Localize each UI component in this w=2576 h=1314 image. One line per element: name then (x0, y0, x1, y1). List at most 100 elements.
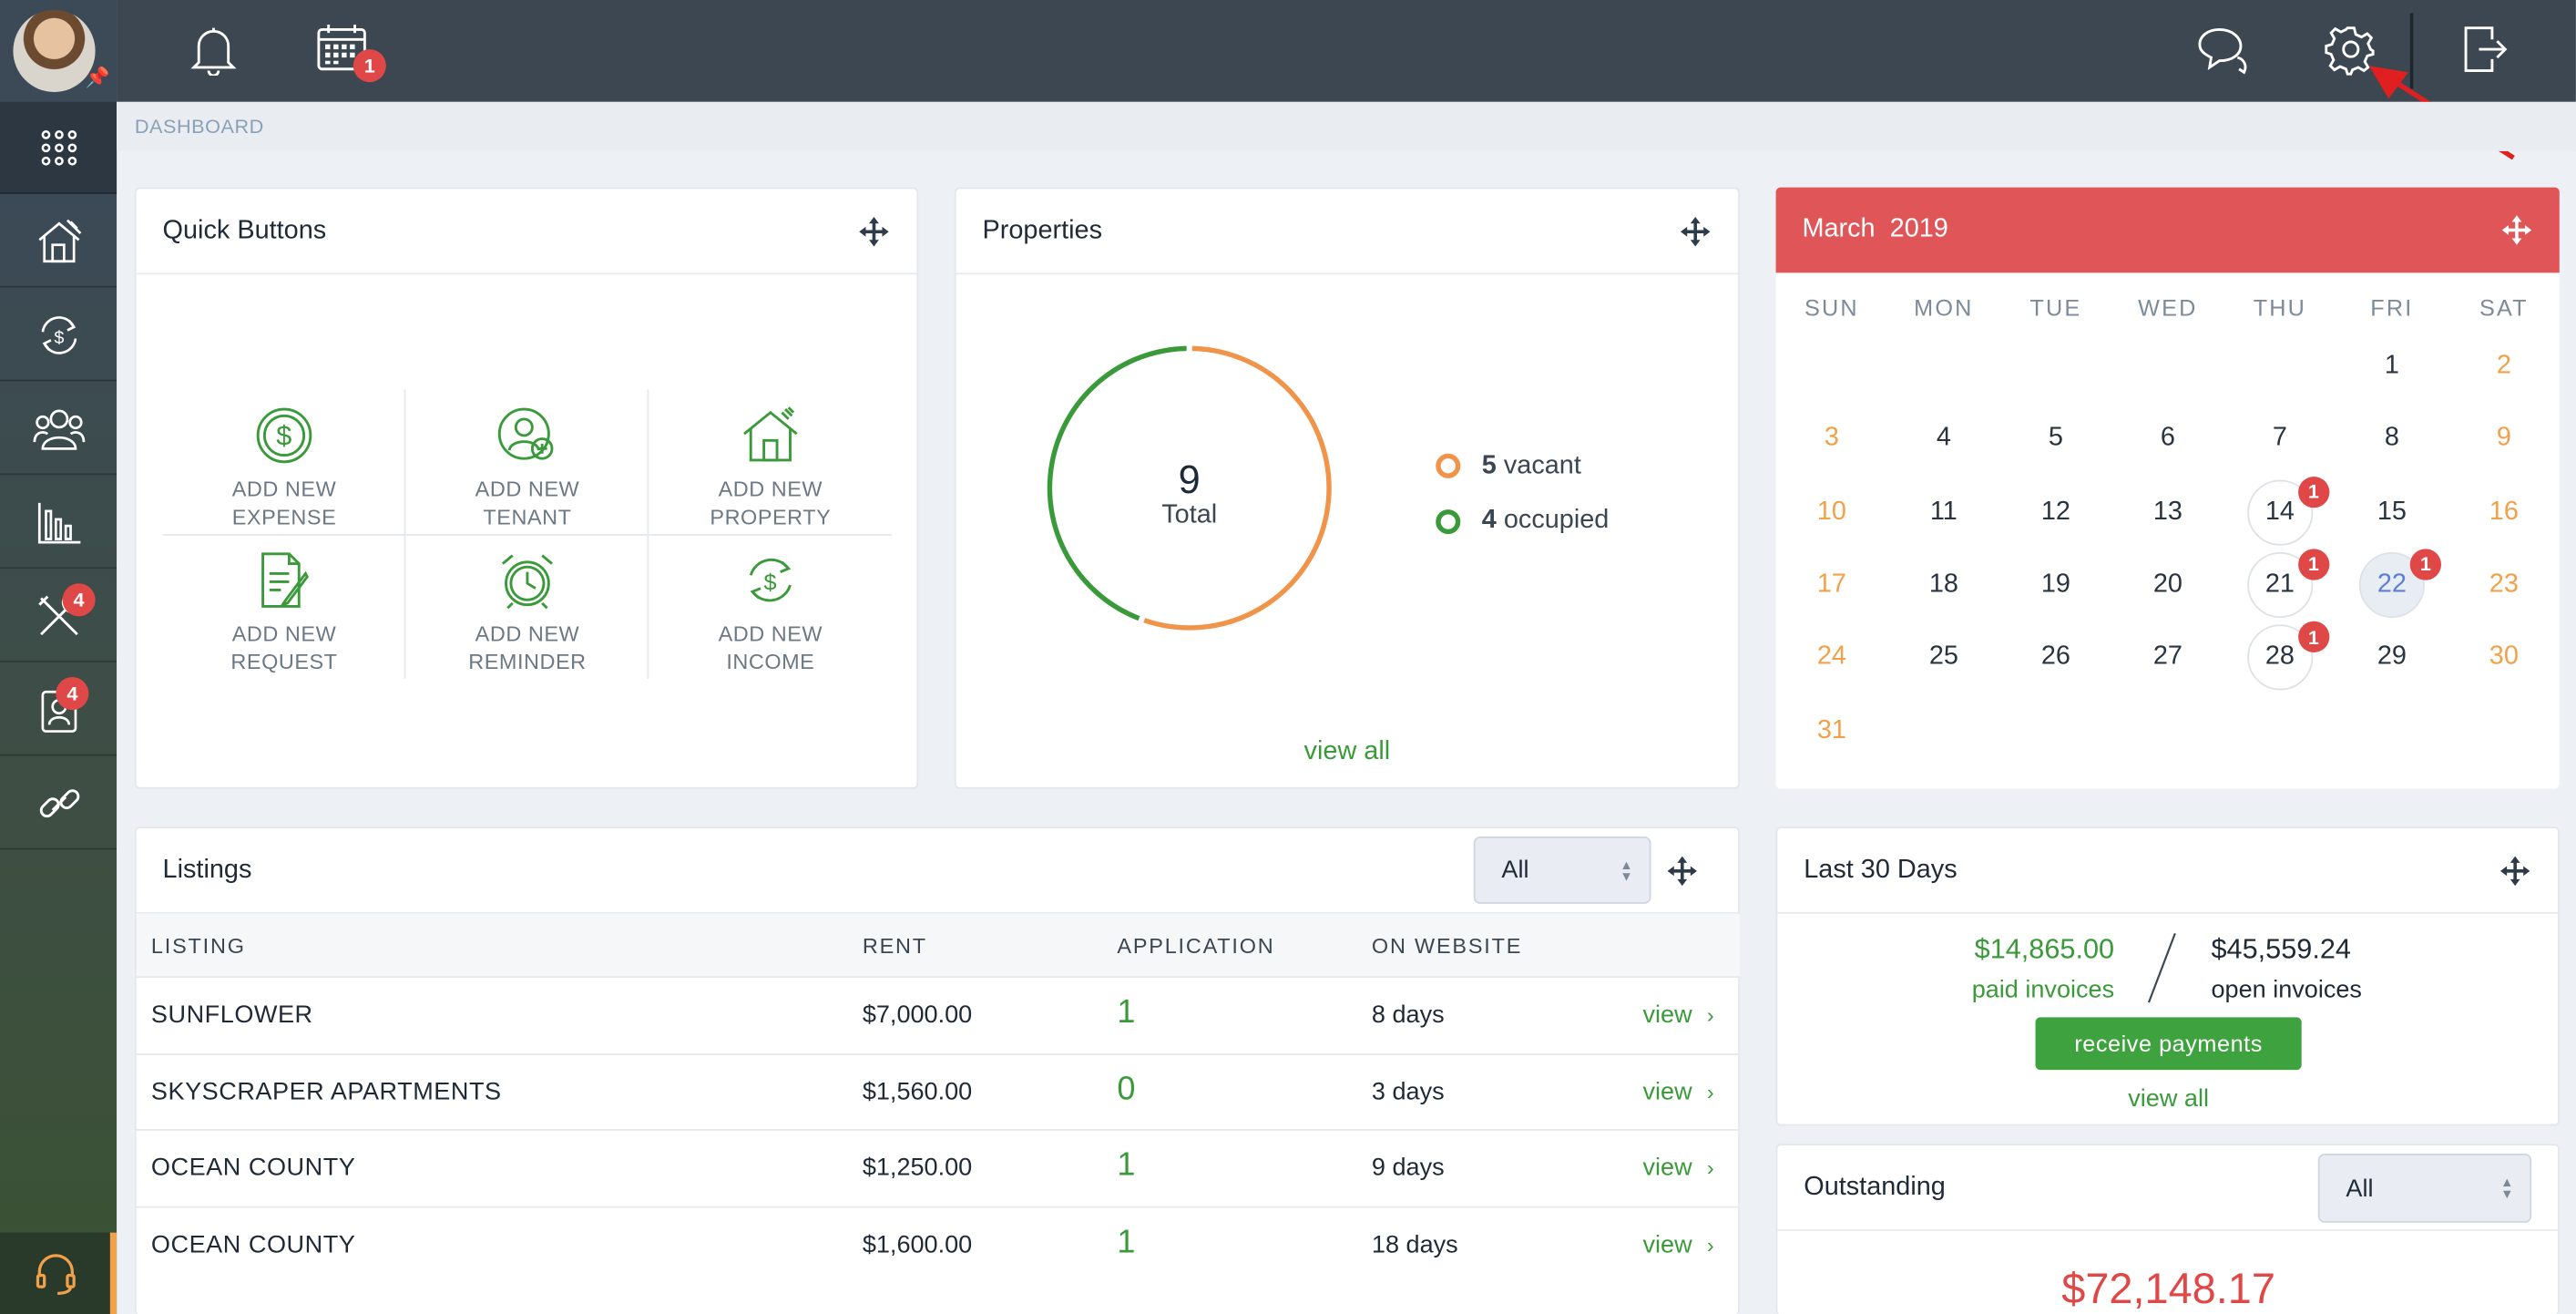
on-website-duration: 3 days (1371, 1077, 1445, 1105)
button-label: TENANT (483, 504, 572, 529)
calendar-day[interactable]: 6 (2160, 424, 2175, 453)
calendar-day[interactable]: 9 (2496, 424, 2511, 453)
application-count[interactable]: 1 (1117, 994, 1136, 1031)
calendar-day[interactable]: 20 (2152, 570, 2182, 599)
chevron-right-icon[interactable]: › (1706, 1231, 1714, 1257)
svg-text:$: $ (764, 570, 778, 595)
application-count[interactable]: 1 (1117, 1146, 1136, 1184)
event-badge: 1 (2409, 549, 2442, 580)
people-icon[interactable] (0, 383, 118, 476)
add-expense-button[interactable]: $ ADD NEW EXPENSE (163, 403, 406, 531)
add-reminder-button[interactable]: ADD NEW REMINDER (405, 548, 649, 676)
support-icon[interactable] (0, 1232, 118, 1314)
pin-icon[interactable]: 📌 (85, 66, 110, 89)
calendar-day[interactable]: 4 (1936, 424, 1951, 453)
view-link[interactable]: view (1642, 1001, 1692, 1029)
outstanding-filter-select[interactable]: All ▲ ▼ (2317, 1154, 2532, 1223)
calendar-day[interactable]: 5 (2048, 424, 2063, 453)
calendar-day[interactable]: 15 (2377, 497, 2407, 526)
chevron-right-icon[interactable]: › (1706, 1155, 1714, 1180)
user-avatar[interactable] (13, 9, 96, 92)
chat-icon[interactable] (2196, 23, 2249, 84)
calendar-day[interactable]: 2 (2496, 351, 2511, 380)
links-icon[interactable] (0, 757, 118, 850)
calendar-day[interactable]: 26 (2040, 642, 2070, 672)
gear-icon[interactable] (2325, 23, 2377, 84)
view-all-link[interactable]: view all (1303, 737, 1391, 766)
add-income-button[interactable]: $ ADD NEW INCOME (649, 548, 892, 676)
listing-name[interactable]: OCEAN COUNTY (150, 1229, 356, 1258)
chevron-right-icon[interactable]: › (1706, 1002, 1714, 1028)
calendar-day[interactable]: 3 (1824, 424, 1839, 453)
column-header[interactable]: RENT (862, 933, 927, 959)
calendar-day[interactable]: 27 (2152, 642, 2182, 672)
calendar-day[interactable]: 25 (1928, 642, 1958, 672)
calendar-day[interactable]: 21 (2246, 551, 2313, 618)
move-handle-icon[interactable] (1679, 214, 1712, 247)
calendar-day[interactable]: 8 (2384, 424, 2399, 453)
calendar-day[interactable]: 11 (1929, 497, 1958, 526)
calendar-day[interactable]: 1 (2384, 351, 2399, 380)
accounting-icon[interactable]: $ (0, 289, 118, 382)
view-link[interactable]: view (1642, 1154, 1692, 1182)
reports-icon[interactable] (0, 477, 118, 570)
chevron-right-icon[interactable]: › (1706, 1078, 1714, 1104)
receive-payments-button[interactable]: receive payments (2035, 1017, 2302, 1071)
listings-filter-select[interactable]: All ▲ ▼ (1473, 836, 1651, 904)
breadcrumb[interactable]: DASHBOARD (134, 115, 264, 139)
calendar-day[interactable]: 29 (2377, 642, 2407, 672)
table-row[interactable]: SUNFLOWER $7,000.00 1 8 days view › (136, 976, 1740, 1052)
calendar-day[interactable]: 28 (2246, 624, 2313, 691)
calendar-day[interactable]: 30 (2489, 642, 2519, 672)
logout-icon[interactable] (2459, 23, 2509, 84)
calendar-day[interactable]: 19 (2040, 570, 2070, 599)
apps-grid-icon[interactable] (0, 101, 118, 194)
listing-name[interactable]: SUNFLOWER (150, 1001, 313, 1029)
bell-icon[interactable] (189, 23, 238, 84)
table-row[interactable]: OCEAN COUNTY $1,600.00 1 18 days view › (136, 1205, 1740, 1281)
properties-card: Properties 9 Total 5 vacant 4 occupied v… (954, 187, 1740, 789)
calendar-title: March 2019 (1802, 215, 1947, 244)
paid-amount: $14,865.00 (1974, 933, 2115, 965)
table-row[interactable]: OCEAN COUNTY $1,250.00 1 9 days view › (136, 1129, 1740, 1205)
move-handle-icon[interactable] (1666, 854, 1699, 887)
add-request-button[interactable]: ADD NEW REQUEST (163, 548, 406, 676)
properties-icon[interactable] (0, 196, 118, 288)
calendar-day[interactable]: 13 (2152, 497, 2182, 526)
calendar-day[interactable]: 16 (2489, 497, 2519, 526)
open-amount: $45,559.24 (2211, 933, 2351, 965)
calendar-day[interactable]: 17 (1816, 570, 1846, 599)
applicants-icon[interactable]: 4 (0, 664, 118, 756)
table-row[interactable]: SKYSCRAPER APARTMENTS $1,560.00 0 3 days vie… (136, 1052, 1740, 1128)
move-handle-icon[interactable] (2499, 854, 2531, 887)
calendar-day[interactable]: 24 (1816, 642, 1846, 672)
listing-name[interactable]: OCEAN COUNTY (150, 1154, 356, 1182)
vacant-legend-dot (1436, 453, 1461, 478)
column-header[interactable]: ON WEBSITE (1371, 933, 1523, 959)
column-header[interactable]: LISTING (150, 933, 246, 959)
view-all-link[interactable]: view all (2128, 1084, 2209, 1113)
calendar-day[interactable]: 18 (1928, 570, 1958, 599)
view-link[interactable]: view (1642, 1077, 1692, 1105)
calendar-day[interactable]: 14 (2246, 478, 2313, 546)
paid-label: paid invoices (1971, 976, 2115, 1004)
calendar-day[interactable]: 10 (1816, 497, 1846, 526)
column-header[interactable]: APPLICATION (1117, 933, 1275, 959)
view-link[interactable]: view (1642, 1229, 1692, 1258)
calendar-day[interactable]: 12 (2040, 497, 2070, 526)
listing-name[interactable]: SKYSCRAPER APARTMENTS (150, 1077, 502, 1105)
add-property-button[interactable]: ADD NEW PROPERTY (649, 403, 892, 531)
maintenance-icon[interactable]: 4 (0, 570, 118, 662)
application-count[interactable]: 1 (1117, 1223, 1136, 1260)
move-handle-icon[interactable] (857, 214, 890, 247)
add-tenant-button[interactable]: ADD NEW TENANT (405, 403, 649, 531)
rent-value: $7,000.00 (862, 1001, 973, 1029)
calendar-day[interactable]: 31 (1816, 715, 1846, 744)
calendar-day[interactable]: 23 (2489, 570, 2519, 599)
calendar-icon[interactable]: 1 (315, 23, 386, 84)
button-label: ADD NEW (718, 621, 823, 646)
application-count[interactable]: 0 (1117, 1070, 1136, 1107)
button-label: INCOME (726, 649, 815, 674)
move-handle-icon[interactable] (2500, 213, 2533, 246)
calendar-day[interactable]: 7 (2272, 424, 2287, 453)
